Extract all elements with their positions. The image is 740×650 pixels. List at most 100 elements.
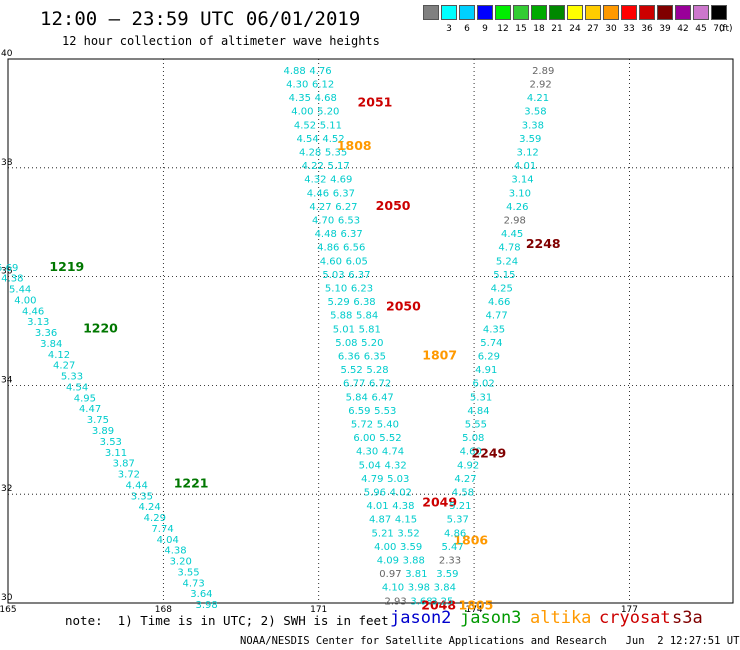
wave-height-value: 3.68	[410, 596, 432, 607]
wave-height-value: 4.76	[309, 66, 331, 77]
footer-note: note: 1) Time is in UTC; 2) SWH is in fe…	[65, 613, 389, 628]
wave-height-value: 6.23	[351, 283, 373, 294]
wave-height-value: 6.72	[369, 379, 391, 390]
wave-height-value: 4.38	[164, 546, 186, 557]
wave-height-value: 3.72	[118, 470, 140, 481]
legend-label: 21	[551, 24, 563, 34]
wave-height-value: 4.01	[366, 501, 388, 512]
track-time-label: 2049	[422, 494, 457, 509]
wave-height-value: 4.15	[395, 515, 417, 526]
wave-height-value: 5.08	[462, 433, 484, 444]
wave-height-value: 5.29	[328, 297, 350, 308]
wave-height-value: 0.97	[379, 569, 401, 580]
wave-height-value: 4.45	[501, 229, 523, 240]
wave-height-value: 3.14	[511, 175, 533, 186]
wave-height-value: 3.88	[403, 555, 425, 566]
wave-height-value: 6.59	[348, 406, 370, 417]
wave-height-value: 4.28	[299, 147, 321, 158]
wave-height-value: 4.86	[444, 528, 466, 539]
legend-label: 45	[695, 24, 707, 34]
wave-height-value: 5.52	[340, 365, 362, 376]
wave-height-value: 4.52	[322, 134, 344, 145]
wave-height-value: 4.24	[139, 502, 161, 513]
legend-label: 3	[446, 24, 452, 34]
wave-height-value: 5.72	[351, 419, 373, 430]
wave-height-value: 5.03	[322, 270, 344, 281]
wave-height-value: 4.26	[506, 202, 528, 213]
wave-height-value: 4.74	[382, 447, 404, 458]
wave-height-value: 5.84	[346, 392, 368, 403]
legend-swatch	[549, 5, 565, 20]
legend-label: 12	[497, 24, 509, 34]
wave-height-value: 6.37	[340, 229, 362, 240]
wave-height-value: 2.33	[439, 555, 461, 566]
legend-swatch	[513, 5, 529, 20]
wave-height-value: 6.37	[348, 270, 370, 281]
legend-label: 42	[677, 24, 689, 34]
lat-tick-label: 30	[1, 593, 13, 603]
track-time-label: 2051	[358, 95, 393, 110]
wave-height-value: 4.35	[483, 324, 505, 335]
wave-height-value: 4.78	[498, 243, 520, 254]
wave-height-value: 6.47	[372, 392, 394, 403]
wave-height-value: 5.53	[374, 406, 396, 417]
wave-height-value: 5.37	[447, 515, 469, 526]
wave-height-value: 4.48	[315, 229, 337, 240]
wave-height-value: 4.00	[14, 295, 36, 306]
wave-height-value: 4.60	[460, 447, 482, 458]
wave-height-value: 4.25	[491, 283, 513, 294]
wave-height-value: 4.60	[320, 256, 342, 267]
wave-height-value: 3.53	[100, 437, 122, 448]
legend-label: 70	[713, 24, 725, 34]
lat-tick-label: 40	[1, 49, 13, 59]
track-time-label: 2249	[471, 445, 506, 460]
wave-height-value: 4.44	[126, 480, 148, 491]
lon-tick-label: 174	[465, 605, 482, 615]
wave-height-value: 3.52	[397, 528, 419, 539]
wave-height-value: 5.21	[372, 528, 394, 539]
satellite-key-jason2: jason2	[390, 608, 452, 628]
satellite-key-cryosat: cryosat	[599, 608, 671, 628]
wave-height-value: 6.37	[333, 188, 355, 199]
wave-height-value: 5.20	[317, 107, 339, 118]
legend-label: 30	[605, 24, 617, 34]
wave-height-value: 3.64	[190, 589, 212, 600]
wave-height-value: 6.27	[335, 202, 357, 213]
legend-label: 36	[641, 24, 653, 34]
lon-tick-label: 171	[310, 605, 327, 615]
wave-height-value: 4.47	[79, 404, 101, 415]
wave-height-value: 5.35	[325, 147, 347, 158]
wave-height-value: 4.91	[475, 365, 497, 376]
wave-height-value: 4.46	[22, 306, 44, 317]
legend-swatch	[441, 5, 457, 20]
lat-tick-label: 36	[1, 267, 13, 277]
wave-height-value: 4.02	[390, 487, 412, 498]
wave-height-value: 4.27	[53, 361, 75, 372]
legend-swatch	[423, 5, 439, 20]
wave-height-value: 5.69	[0, 263, 18, 274]
wave-height-value: 4.22	[302, 161, 324, 172]
wave-height-value: 6.00	[353, 433, 375, 444]
legend-swatch	[621, 5, 637, 20]
wave-height-value: 6.02	[473, 379, 495, 390]
wave-height-value: 4.69	[330, 175, 352, 186]
wave-height-value: 5.21	[449, 501, 471, 512]
wave-height-value: 3.59	[400, 542, 422, 553]
legend-swatch	[459, 5, 475, 20]
track-time-label: 1807	[422, 347, 457, 362]
wave-height-value: 5.52	[379, 433, 401, 444]
wave-height-value: 4.52	[294, 120, 316, 131]
wave-height-value: 6.05	[346, 256, 368, 267]
wave-height-value: 3.59	[519, 134, 541, 145]
wave-height-value: 4.58	[452, 487, 474, 498]
wave-height-value: 4.29	[144, 513, 166, 524]
wave-height-value: 3.36	[35, 328, 57, 339]
wave-height-value: 4.32	[304, 175, 326, 186]
legend-swatch	[711, 5, 727, 20]
satellite-key-s3a: s3a	[672, 608, 703, 628]
track-time-label: 2050	[386, 299, 421, 314]
wave-height-value: 4.79	[361, 474, 383, 485]
wave-height-value: 3.98	[408, 583, 430, 594]
wave-height-value: 3.25	[431, 596, 453, 607]
wave-height-value: 3.11	[105, 448, 127, 459]
